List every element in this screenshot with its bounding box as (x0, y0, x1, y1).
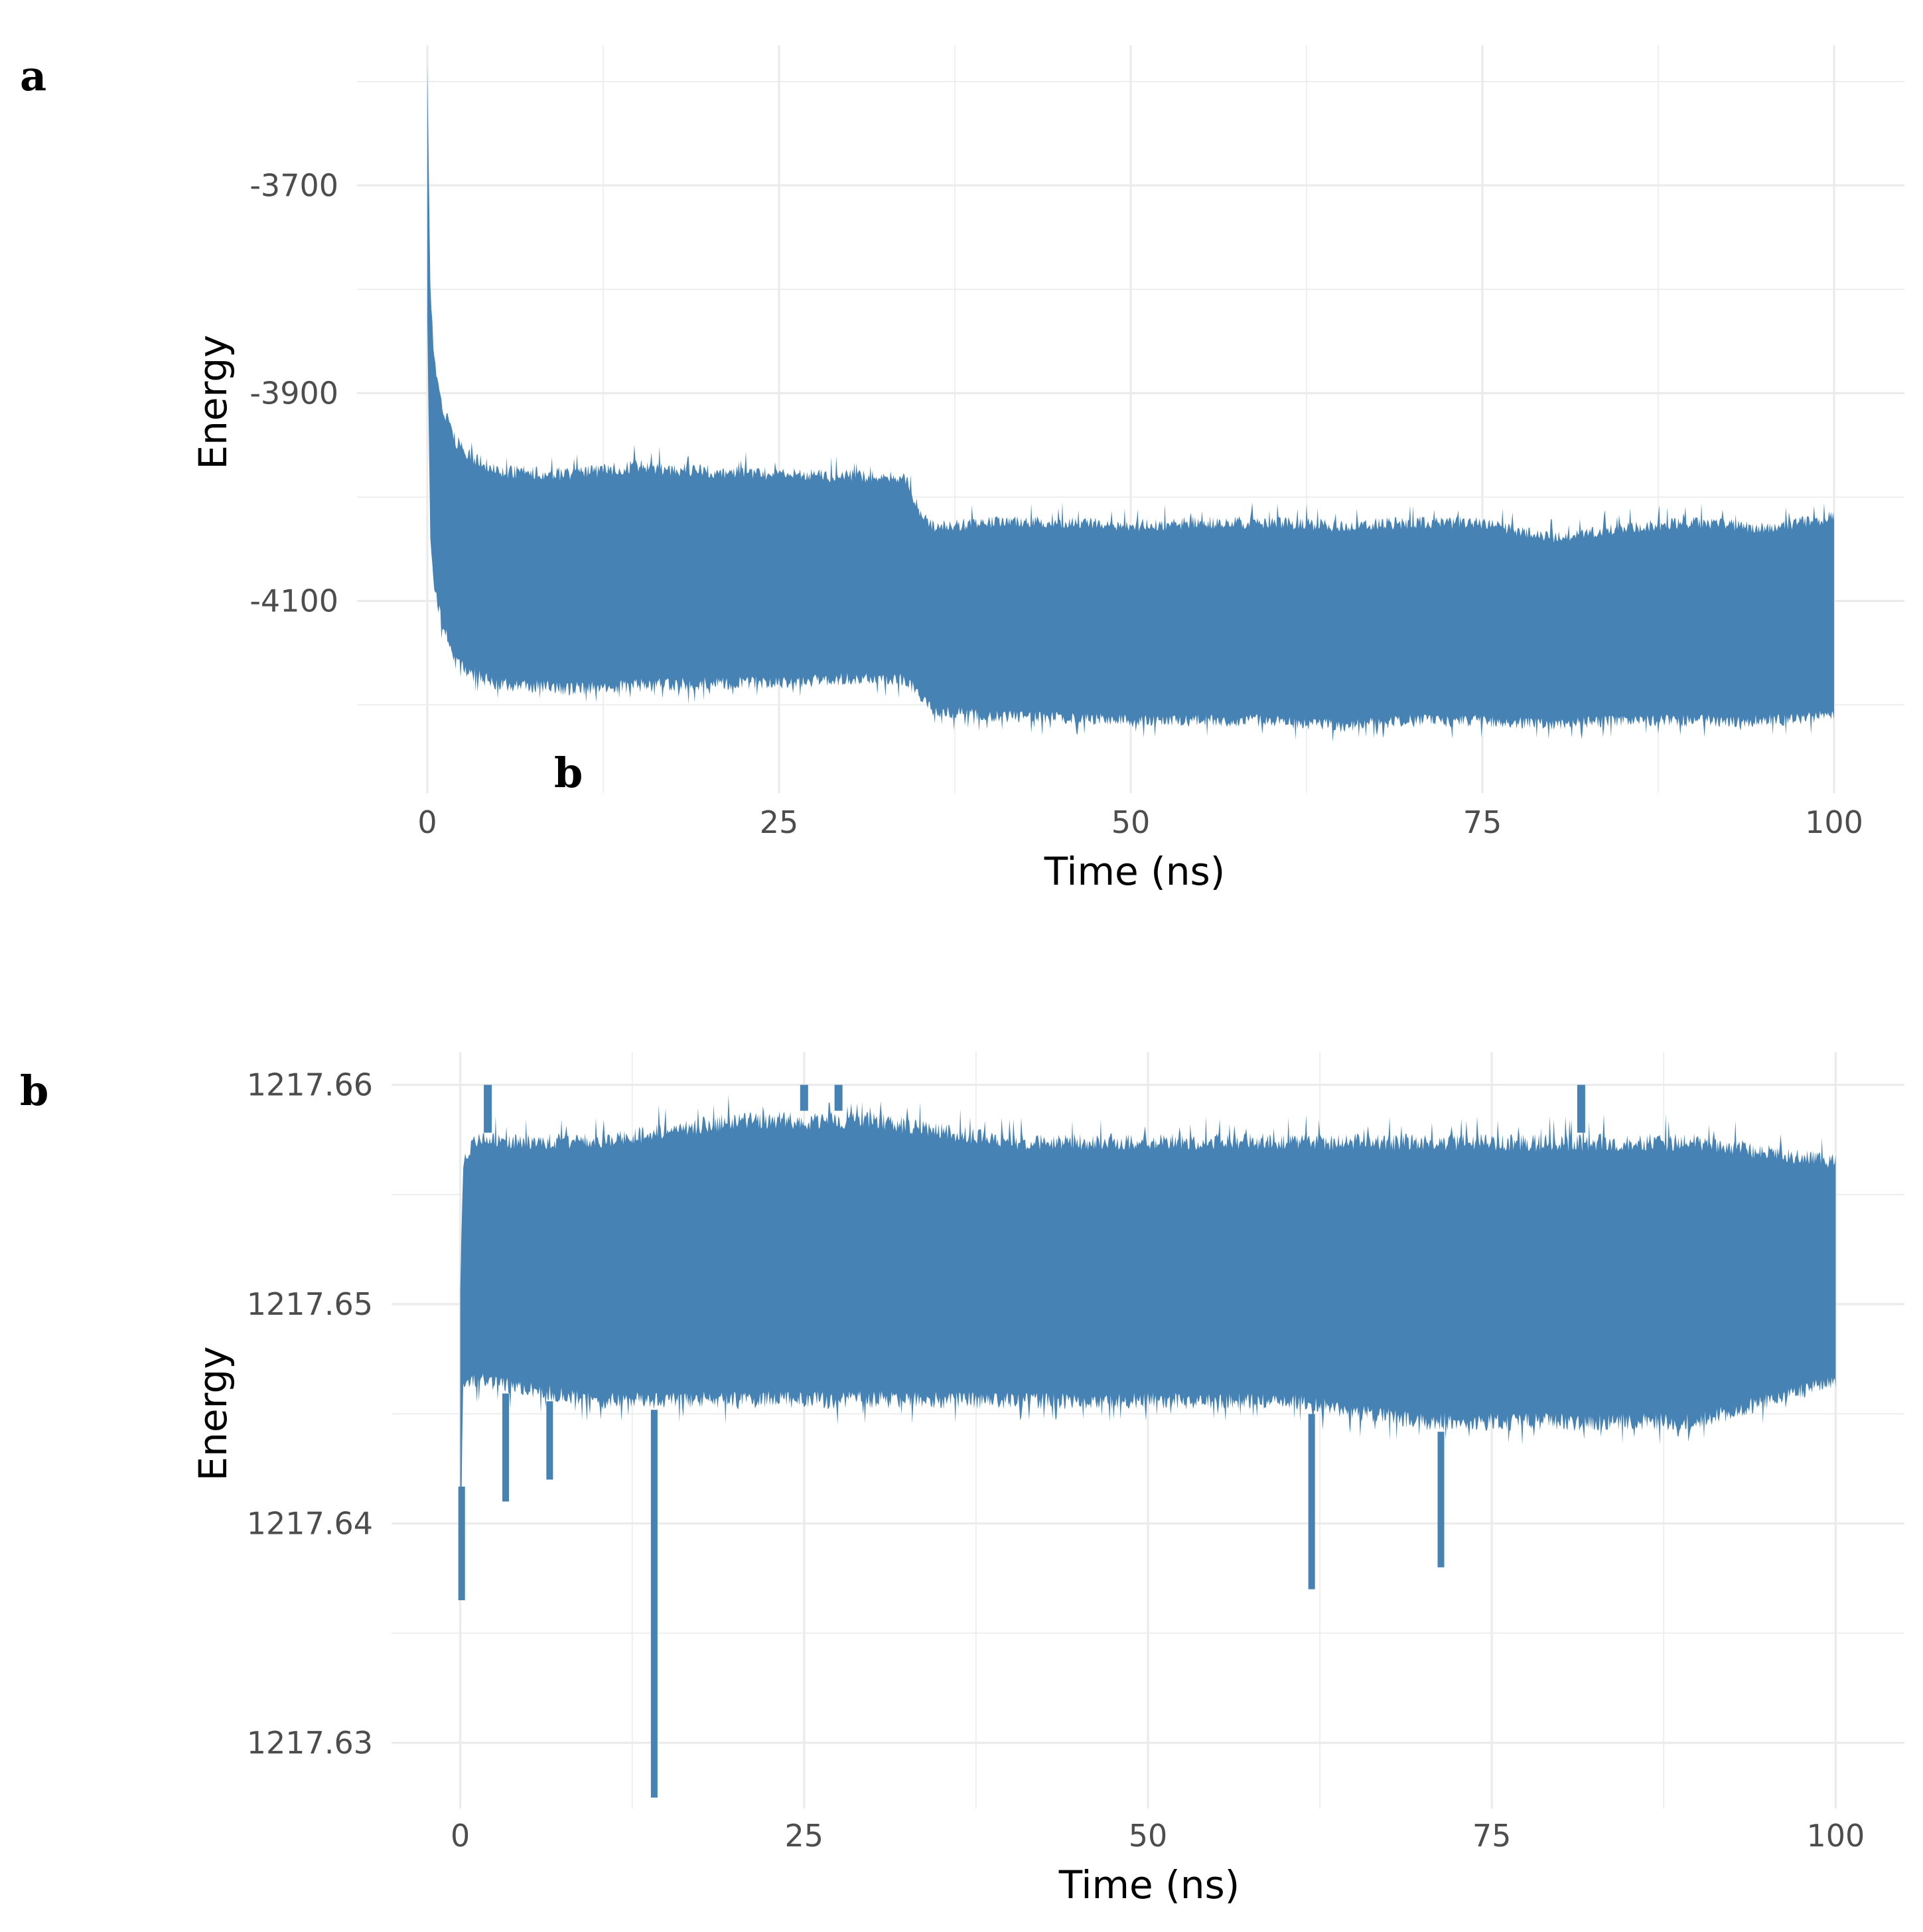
energy-spike-up (1577, 1084, 1585, 1133)
chart-a-x-axis-title: Time (ns) (1044, 849, 1226, 894)
x-tick-label: 100 (1805, 804, 1863, 840)
chart-a-y-axis-title: Energy (190, 334, 236, 469)
x-tick-label: 25 (760, 804, 799, 840)
chart-b-x-axis-title: Time (ns) (1058, 1862, 1240, 1907)
x-tick-label: 100 (1806, 1818, 1865, 1854)
energy-series-band (460, 1094, 1836, 1585)
energy-spike-down (650, 1410, 658, 1798)
x-tick-label: 25 (785, 1818, 824, 1854)
chart-b-x-axis: 0 25 50 75 100 (451, 1818, 1865, 1854)
y-tick-label: -4100 (249, 583, 338, 619)
chart-b-y-axis: 1217.63 1217.64 1217.65 1217.66 (247, 1067, 373, 1761)
x-tick-label: 50 (1129, 1818, 1168, 1854)
panel-label-a: a (20, 52, 46, 100)
x-tick-label: 75 (1472, 1818, 1512, 1854)
energy-spike-up (800, 1084, 808, 1111)
energy-chart-a: -4100 -3900 -3700 0 25 50 75 100 Time (ns) Ene… (190, 45, 1904, 894)
stray-label-b: b (554, 749, 583, 797)
chart-a-y-axis: -4100 -3900 -3700 (249, 167, 338, 619)
x-tick-label: 75 (1463, 804, 1502, 840)
energy-spike-up (484, 1084, 492, 1133)
x-tick-label: 50 (1111, 804, 1151, 840)
chart-a-x-axis: 0 25 50 75 100 (417, 804, 1863, 840)
y-tick-label: 1217.63 (247, 1725, 373, 1761)
x-tick-label: 0 (451, 1818, 470, 1854)
chart-b-y-axis-title: Energy (190, 1346, 236, 1481)
energy-spike-down (458, 1486, 465, 1601)
y-tick-label: -3900 (249, 375, 338, 411)
chart-b-series (458, 1084, 1836, 1798)
y-tick-label: -3700 (249, 167, 338, 203)
energy-series-band (427, 64, 1834, 743)
energy-spike-up (834, 1084, 843, 1111)
x-tick-label: 0 (417, 804, 437, 840)
y-tick-label: 1217.64 (247, 1505, 373, 1541)
energy-spike-down (1308, 1414, 1315, 1590)
energy-spike-down (502, 1393, 510, 1502)
panel-label-b: b (20, 1067, 48, 1115)
energy-spike-down (1437, 1432, 1445, 1568)
energy-spike-down (546, 1401, 553, 1480)
y-tick-label: 1217.65 (247, 1286, 373, 1322)
y-tick-label: 1217.66 (247, 1067, 373, 1103)
chart-a-series (427, 64, 1834, 743)
